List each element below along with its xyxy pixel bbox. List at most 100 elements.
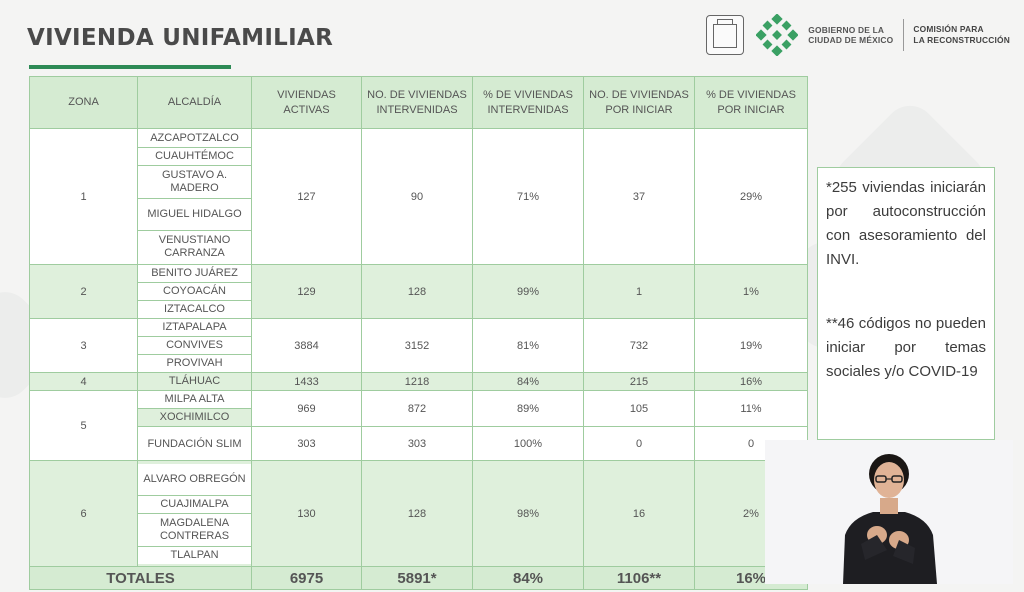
interpreter-figure bbox=[765, 440, 1013, 584]
page-title: VIVIENDA UNIFAMILIAR bbox=[27, 25, 334, 51]
cell-zona: 6 bbox=[29, 460, 138, 567]
table-row: 2 BENITO JUÁREZ COYOACÁN IZTACALCO 129 1… bbox=[29, 264, 808, 319]
table-header-row: ZONA ALCALDÍA VIVIENDAS ACTIVAS NO. DE V… bbox=[29, 76, 808, 129]
cell-zona: 2 bbox=[29, 264, 138, 319]
alcaldia-item: MAGDALENA CONTRERAS bbox=[138, 513, 251, 547]
alcaldia-item: VENUSTIANO CARRANZA bbox=[158, 234, 231, 259]
alcaldia-item: IZTACALCO bbox=[138, 301, 251, 318]
header-viviendas-activas: VIVIENDAS ACTIVAS bbox=[251, 76, 362, 129]
alcaldia-item: CUAUHTÉMOC bbox=[138, 148, 251, 166]
totals-label: TOTALES bbox=[29, 566, 252, 590]
cell-intervenidas: 303 bbox=[361, 426, 473, 461]
totals-activas: 6975 bbox=[251, 566, 362, 590]
cell-activas: 130 bbox=[251, 460, 362, 567]
cell-zona: 4 bbox=[29, 372, 138, 391]
gobierno-line-1: GOBIERNO DE LA bbox=[808, 25, 885, 35]
gobierno-cdmx-text: GOBIERNO DE LA CIUDAD DE MÉXICO bbox=[808, 25, 893, 45]
cell-alcaldias: IZTAPALAPA CONVIVES PROVIVAH bbox=[137, 318, 252, 373]
cell-pct-intervenidas: 84% bbox=[472, 372, 584, 391]
header-no-intervenidas: NO. DE VIVIENDAS INTERVENIDAS bbox=[361, 76, 473, 129]
cell-pct-intervenidas: 100% bbox=[472, 426, 584, 461]
cell-pct-por-iniciar: 11% bbox=[694, 390, 808, 427]
cdmx-logo-icon bbox=[756, 14, 799, 56]
vivienda-table: ZONA ALCALDÍA VIVIENDAS ACTIVAS NO. DE V… bbox=[29, 76, 808, 590]
header-zona: ZONA bbox=[29, 76, 138, 129]
cell-intervenidas: 90 bbox=[361, 128, 473, 265]
cell-por-iniciar: 37 bbox=[583, 128, 695, 265]
cell-pct-por-iniciar: 19% bbox=[694, 318, 808, 373]
cell-por-iniciar: 732 bbox=[583, 318, 695, 373]
table-row: 3 IZTAPALAPA CONVIVES PROVIVAH 3884 3152… bbox=[29, 318, 808, 373]
cell-por-iniciar: 0 bbox=[583, 426, 695, 461]
alcaldia-item: BENITO JUÁREZ bbox=[138, 265, 251, 283]
cell-alcaldias: MILPA ALTA XOCHIMILCO bbox=[137, 390, 252, 427]
cell-pct-intervenidas: 71% bbox=[472, 128, 584, 265]
cell-activas: 303 bbox=[251, 426, 362, 461]
sign-language-interpreter-video bbox=[765, 440, 1013, 584]
header-alcaldia: ALCALDÍA bbox=[137, 76, 252, 129]
cell-zona: 3 bbox=[29, 318, 138, 373]
alcaldia-item: COYOACÁN bbox=[138, 283, 251, 301]
gobierno-line-2: CIUDAD DE MÉXICO bbox=[808, 35, 894, 45]
cdmx-coat-of-arms-icon bbox=[706, 15, 745, 55]
alcaldia-item: PROVIVAH bbox=[166, 357, 223, 369]
comision-line-2: LA RECONSTRUCCIÓN bbox=[913, 35, 1010, 45]
totals-por-iniciar: 1106** bbox=[583, 566, 695, 590]
cell-por-iniciar: 215 bbox=[583, 372, 695, 391]
totals-pct-intervenidas: 84% bbox=[472, 566, 584, 590]
cell-activas: 3884 bbox=[251, 318, 362, 373]
table-row: 5 MILPA ALTA XOCHIMILCO 969 872 89% 105 … bbox=[29, 390, 808, 461]
alcaldia-item: MILPA ALTA bbox=[138, 391, 251, 409]
comision-line-1: COMISIÓN PARA bbox=[913, 24, 984, 34]
cell-activas: 1433 bbox=[251, 372, 362, 391]
cell-intervenidas: 3152 bbox=[361, 318, 473, 373]
footnote-2: **46 códigos no pueden iniciar por temas… bbox=[826, 315, 986, 380]
comision-text: COMISIÓN PARA LA RECONSTRUCCIÓN bbox=[913, 24, 1010, 46]
alcaldia-item: CONVIVES bbox=[138, 337, 251, 355]
alcaldia-item: ALVARO OBREGÓN bbox=[138, 463, 251, 496]
alcaldia-item: MIGUEL HIDALGO bbox=[138, 199, 251, 231]
cell-intervenidas: 128 bbox=[361, 264, 473, 319]
cell-pct-intervenidas: 81% bbox=[472, 318, 584, 373]
table-row: 4 TLÁHUAC 1433 1218 84% 215 16% bbox=[29, 372, 808, 391]
header-pct-intervenidas: % DE VIVIENDAS INTERVENIDAS bbox=[472, 76, 584, 129]
cell-activas: 127 bbox=[251, 128, 362, 265]
header-logos: GOBIERNO DE LA CIUDAD DE MÉXICO COMISIÓN… bbox=[706, 12, 1010, 58]
cell-por-iniciar: 105 bbox=[583, 390, 695, 427]
footnote-1: *255 viviendas iniciarán por autoconstru… bbox=[826, 179, 986, 268]
header-pct-por-iniciar: % DE VIVIENDAS POR INICIAR bbox=[694, 76, 808, 129]
cell-pct-intervenidas: 99% bbox=[472, 264, 584, 319]
totals-intervenidas: 5891* bbox=[361, 566, 473, 590]
alcaldia-item: TLALPAN bbox=[138, 546, 251, 564]
cell-pct-intervenidas: 89% bbox=[472, 390, 584, 427]
cell-activas: 969 bbox=[251, 390, 362, 427]
alcaldia-item: GUSTAVO A. MADERO bbox=[138, 166, 251, 199]
cell-intervenidas: 1218 bbox=[361, 372, 473, 391]
totals-row: TOTALES 6975 5891* 84% 1106** 16% bbox=[29, 566, 808, 590]
alcaldia-item: IZTAPALAPA bbox=[138, 319, 251, 337]
cell-intervenidas: 872 bbox=[361, 390, 473, 427]
cell-por-iniciar: 16 bbox=[583, 460, 695, 567]
alcaldia-item: AZCAPOTZALCO bbox=[138, 130, 251, 148]
table-row: FUNDACIÓN SLIM 303 303 100% 0 0 bbox=[30, 426, 808, 461]
cell-pct-por-iniciar: 16% bbox=[694, 372, 808, 391]
cell-intervenidas: 128 bbox=[361, 460, 473, 567]
cell-zona: 5 bbox=[29, 390, 138, 461]
cell-por-iniciar: 1 bbox=[583, 264, 695, 319]
footnote-box: *255 viviendas iniciarán por autoconstru… bbox=[817, 167, 995, 440]
logo-divider bbox=[903, 19, 905, 51]
cell-pct-por-iniciar: 29% bbox=[694, 128, 808, 265]
table-row: 6 ALVARO OBREGÓN CUAJIMALPA MAGDALENA CO… bbox=[29, 460, 808, 567]
cell-alcaldias: AZCAPOTZALCO CUAUHTÉMOC GUSTAVO A. MADER… bbox=[137, 128, 252, 265]
alcaldia-item: XOCHIMILCO bbox=[138, 409, 251, 426]
cell-alcaldias: FUNDACIÓN SLIM bbox=[137, 426, 252, 461]
alcaldia-item: TLÁHUAC bbox=[168, 375, 221, 387]
header-no-por-iniciar: NO. DE VIVIENDAS POR INICIAR bbox=[583, 76, 695, 129]
cell-alcaldias: BENITO JUÁREZ COYOACÁN IZTACALCO bbox=[137, 264, 252, 319]
cell-zona: 1 bbox=[29, 128, 138, 265]
cell-alcaldias: TLÁHUAC bbox=[137, 372, 252, 391]
table-row: 1 AZCAPOTZALCO CUAUHTÉMOC GUSTAVO A. MAD… bbox=[29, 128, 808, 265]
cell-activas: 129 bbox=[251, 264, 362, 319]
alcaldia-item: CUAJIMALPA bbox=[138, 495, 251, 514]
cell-pct-por-iniciar: 1% bbox=[694, 264, 808, 319]
